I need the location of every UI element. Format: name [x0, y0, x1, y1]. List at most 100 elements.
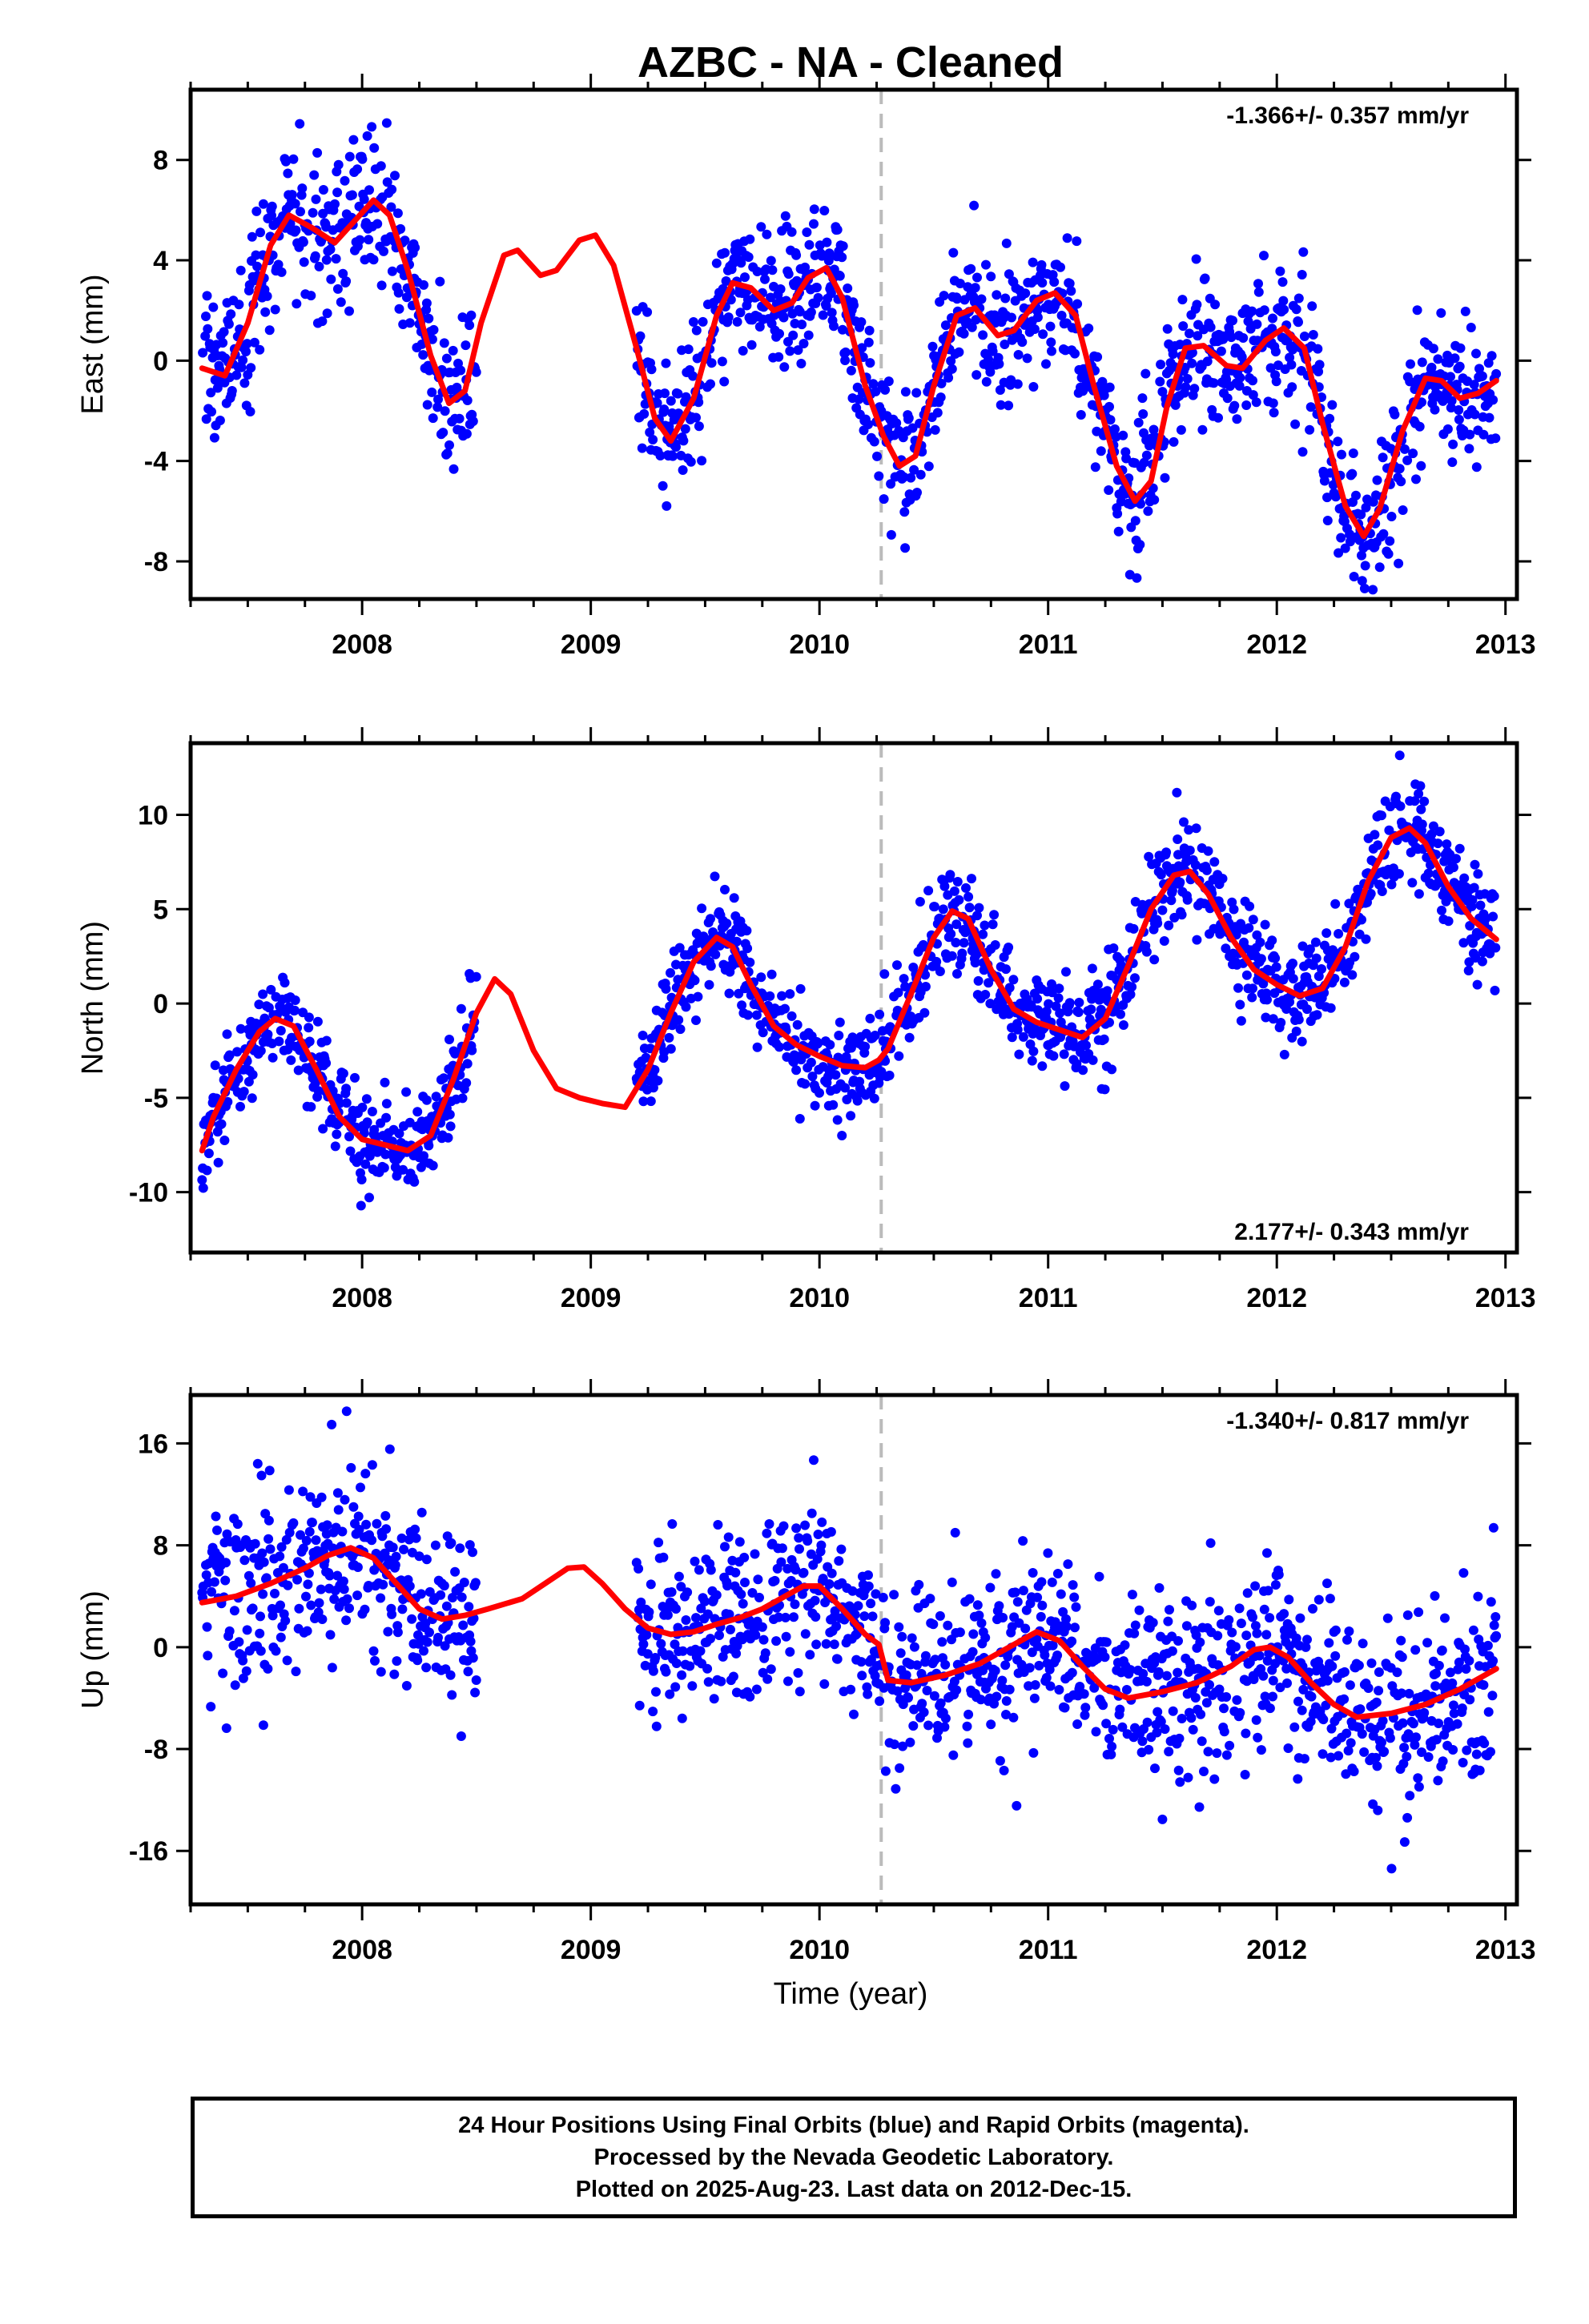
- x-tick-label: 2009: [561, 1935, 622, 1965]
- data-point: [231, 370, 242, 380]
- data-point: [352, 1562, 363, 1572]
- data-point: [908, 1721, 919, 1731]
- data-point: [239, 1087, 249, 1097]
- data-point: [222, 1529, 232, 1539]
- data-point: [306, 1102, 316, 1112]
- data-point: [1078, 386, 1088, 396]
- data-point: [1173, 1636, 1183, 1646]
- data-point: [1101, 1719, 1112, 1729]
- data-point: [746, 340, 757, 350]
- data-point: [1201, 1698, 1212, 1708]
- data-point: [1385, 1733, 1395, 1743]
- data-point: [449, 464, 459, 474]
- data-point: [1416, 460, 1426, 471]
- data-point: [859, 1611, 870, 1622]
- data-point: [1464, 444, 1474, 454]
- data-point: [1108, 943, 1119, 953]
- data-point: [470, 1578, 481, 1588]
- data-point: [810, 1595, 820, 1606]
- data-point: [907, 423, 918, 433]
- data-point: [276, 267, 287, 277]
- data-point: [317, 316, 328, 327]
- data-point: [1179, 817, 1189, 827]
- data-point: [246, 1578, 256, 1588]
- data-point: [247, 231, 257, 242]
- data-point: [1219, 1727, 1229, 1737]
- data-point: [419, 279, 428, 290]
- data-point: [1339, 1694, 1350, 1704]
- data-point: [770, 1575, 780, 1586]
- data-point: [978, 330, 988, 340]
- data-point: [1232, 1695, 1242, 1705]
- data-point: [838, 241, 848, 251]
- data-point: [1196, 1709, 1206, 1719]
- data-point: [1166, 895, 1177, 906]
- data-point: [1141, 450, 1152, 460]
- data-point: [448, 1593, 457, 1602]
- data-point: [1140, 368, 1151, 379]
- data-point: [252, 1458, 263, 1469]
- data-point: [1188, 1724, 1198, 1735]
- data-point: [879, 969, 890, 979]
- data-point: [361, 1094, 372, 1104]
- data-point: [816, 1540, 827, 1550]
- data-point: [1004, 400, 1014, 411]
- data-point: [1437, 905, 1446, 915]
- data-point: [1297, 1705, 1307, 1715]
- data-point: [963, 891, 974, 902]
- data-point: [362, 131, 372, 141]
- data-point: [1288, 959, 1297, 968]
- data-point: [414, 1551, 424, 1562]
- data-point: [835, 1017, 845, 1027]
- data-point: [655, 451, 666, 460]
- data-point: [946, 929, 956, 939]
- data-point: [1287, 382, 1297, 392]
- data-point: [826, 288, 836, 299]
- data-point: [722, 919, 732, 929]
- data-point: [227, 386, 237, 396]
- data-point: [682, 1587, 693, 1598]
- data-point: [709, 1694, 719, 1704]
- data-point: [338, 1068, 348, 1079]
- data-point: [1490, 943, 1501, 953]
- data-point: [356, 1200, 366, 1211]
- x-tick-label: 2010: [789, 1283, 850, 1313]
- data-point: [221, 1558, 231, 1568]
- data-point: [1251, 397, 1261, 408]
- data-point: [1201, 865, 1212, 875]
- data-point: [774, 328, 784, 339]
- footer-line-3: Plotted on 2025-Aug-23. Last data on 201…: [575, 2177, 1132, 2202]
- data-point: [1291, 1026, 1301, 1036]
- data-point: [1414, 421, 1425, 432]
- data-point: [347, 190, 357, 200]
- data-point: [1361, 502, 1371, 513]
- data-point: [875, 1009, 885, 1019]
- data-point: [671, 1604, 681, 1614]
- data-point: [1094, 1571, 1104, 1582]
- data-point: [691, 1613, 701, 1623]
- data-point: [864, 325, 875, 336]
- data-point: [740, 1578, 750, 1587]
- data-point: [1394, 558, 1404, 569]
- data-point: [711, 1590, 722, 1600]
- data-point: [459, 1578, 469, 1587]
- data-point: [432, 402, 443, 412]
- data-point: [889, 1739, 899, 1750]
- data-point: [454, 413, 465, 424]
- data-point: [939, 291, 949, 301]
- plot-area: [198, 90, 1502, 599]
- data-point: [1419, 796, 1430, 806]
- y-ticks: [176, 1441, 1531, 1852]
- data-point: [1413, 1773, 1423, 1783]
- data-point: [697, 456, 707, 466]
- data-point: [811, 283, 822, 292]
- data-point: [1386, 879, 1397, 890]
- data-point: [753, 1574, 763, 1585]
- data-point: [731, 936, 742, 947]
- data-point: [439, 1073, 449, 1084]
- data-point: [720, 884, 730, 895]
- data-point: [1107, 1064, 1117, 1075]
- data-point: [1469, 380, 1479, 390]
- data-point: [892, 1686, 903, 1696]
- data-point: [1232, 414, 1242, 424]
